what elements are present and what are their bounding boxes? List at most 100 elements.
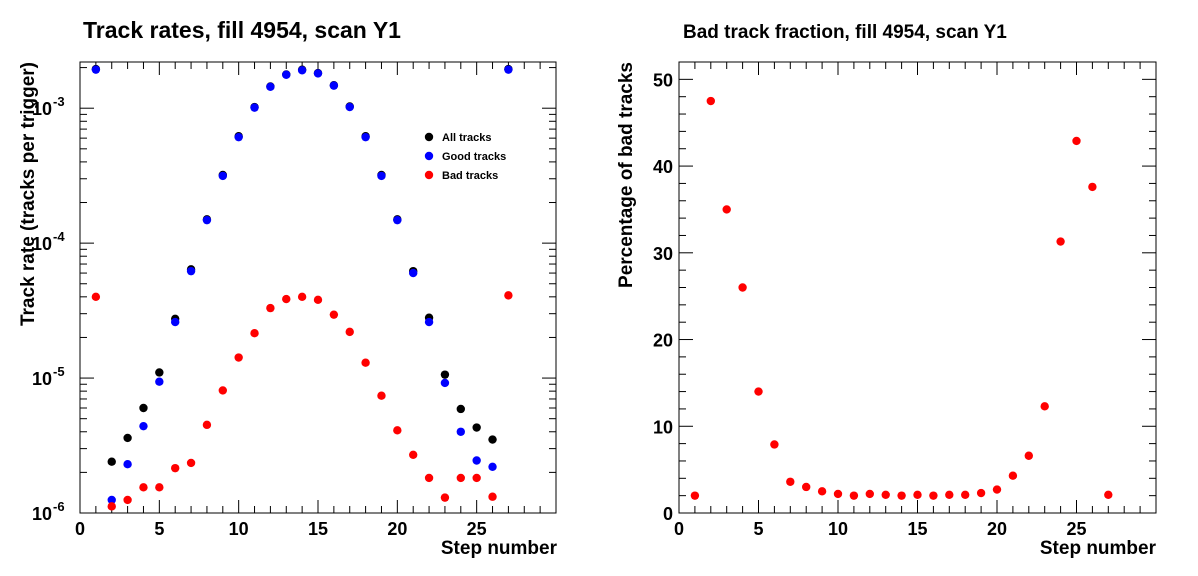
x-tick-label: 5 [154, 519, 164, 539]
x-tick-label: 10 [828, 519, 848, 539]
y-tick-base: 10 [32, 504, 52, 524]
data-point [488, 462, 497, 471]
y-tick-exponent: -5 [53, 364, 65, 379]
data-point [234, 353, 243, 362]
data-point [361, 358, 370, 367]
data-point [186, 266, 196, 276]
data-point [329, 81, 339, 90]
data-point [202, 215, 212, 225]
data-point [929, 491, 938, 500]
data-point [234, 132, 243, 142]
data-point [770, 440, 779, 449]
legend: All tracks Good tracks Bad tracks [424, 132, 506, 182]
x-tick-label: 20 [987, 519, 1007, 539]
data-point [393, 426, 402, 435]
chart-title: Track rates, fill 4954, scan Y1 [83, 17, 401, 43]
data-point [786, 477, 795, 486]
data-point [976, 488, 986, 498]
legend-label: Bad tracks [442, 170, 498, 182]
data-point [472, 423, 481, 432]
data-point [706, 96, 715, 106]
y-axis-label: Track rate (tracks per trigger) [18, 62, 39, 326]
data-point [722, 205, 731, 214]
x-tick-label: 15 [907, 519, 927, 539]
data-point [1104, 490, 1113, 499]
data-point [107, 457, 116, 466]
y-tick-label: 40 [653, 157, 673, 177]
track-rates-chart: Track rates, fill 4954, scan Y1 10-610-5… [18, 17, 558, 559]
y-tick-label: 10 -5 [32, 364, 65, 389]
data-point [440, 370, 450, 379]
x-tick-label: 20 [387, 519, 407, 539]
data-point [440, 493, 450, 502]
data-point [817, 487, 827, 496]
legend-marker [424, 151, 434, 161]
legend-marker [424, 132, 434, 142]
data-point [897, 491, 906, 500]
data-point [155, 368, 164, 377]
data-point [1056, 237, 1065, 246]
legend-item: Bad tracks [424, 170, 498, 182]
data-point [313, 69, 323, 78]
data-point [504, 65, 513, 74]
data-points [690, 96, 1113, 500]
data-point [488, 435, 497, 444]
legend-label: All tracks [442, 132, 492, 144]
data-points [91, 64, 513, 511]
data-point [123, 459, 132, 469]
chart-title: Bad track fraction, fill 4954, scan Y1 [683, 22, 1007, 43]
x-axis-ticks: 0 5 10 15 20 25 [674, 62, 1157, 539]
x-axis-label: Step number [1040, 538, 1157, 559]
x-tick-label: 0 [674, 519, 684, 539]
legend-item: Good tracks [424, 151, 506, 163]
data-point [393, 215, 402, 225]
series-bad-fraction [690, 96, 1113, 500]
data-point [155, 483, 164, 492]
x-tick-label: 0 [75, 519, 85, 539]
data-point [266, 303, 275, 313]
data-point [361, 132, 370, 142]
y-axis-ticks: 10-610-510-410-3 [32, 67, 556, 524]
data-point [345, 102, 354, 112]
data-point [313, 295, 323, 305]
data-point [456, 473, 465, 483]
data-point [472, 473, 481, 483]
data-point [992, 485, 1002, 494]
data-point [690, 491, 700, 500]
series-good-tracks [91, 65, 513, 505]
data-point [91, 292, 101, 302]
plot-frame [79, 61, 557, 514]
data-point [833, 489, 843, 499]
data-point [123, 433, 132, 443]
legend-label: Good tracks [442, 151, 506, 163]
data-point [440, 378, 450, 388]
data-point [186, 458, 196, 468]
x-tick-label: 10 [229, 519, 249, 539]
data-point [754, 387, 763, 396]
y-axis-label: Percentage of bad tracks [616, 62, 637, 288]
data-point [1040, 402, 1049, 411]
y-tick-label: 10 [653, 417, 673, 437]
x-tick-label: 25 [1066, 519, 1086, 539]
data-point [1072, 136, 1081, 146]
data-point [738, 283, 747, 292]
y-tick-label: 10 -4 [32, 229, 65, 254]
data-point [488, 492, 497, 501]
data-point [139, 403, 148, 413]
data-point [424, 317, 434, 327]
data-point [282, 294, 291, 304]
data-point [913, 490, 922, 499]
y-tick-base: 10 [32, 99, 52, 119]
data-point [297, 66, 307, 75]
data-point [155, 377, 164, 386]
data-point [1024, 451, 1034, 460]
data-point [107, 495, 116, 505]
data-point [218, 386, 227, 395]
data-point [865, 489, 874, 499]
data-point [250, 103, 259, 112]
data-point [107, 502, 116, 511]
data-point [266, 82, 275, 92]
data-point [297, 292, 307, 302]
data-point [456, 404, 465, 414]
data-point [961, 490, 970, 499]
